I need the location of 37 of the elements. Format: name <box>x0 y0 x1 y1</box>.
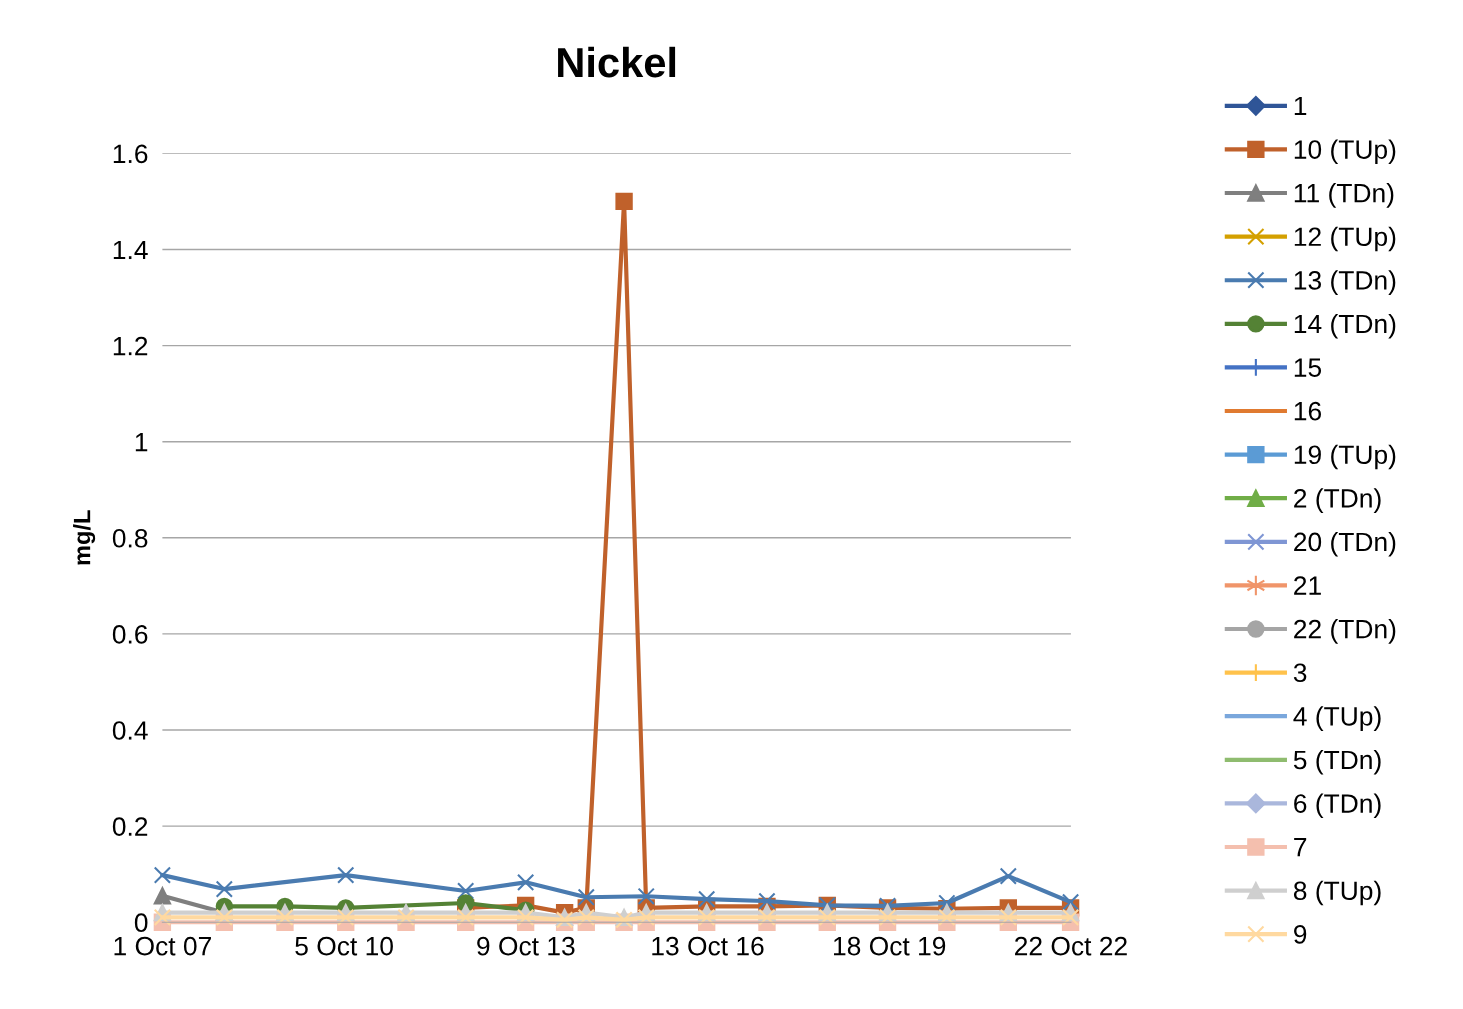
legend-label: 9 <box>1294 925 1307 944</box>
y-tick-label: 1 <box>135 433 148 452</box>
y-tick-label: 0.8 <box>112 528 148 548</box>
y-tick-label: 1.2 <box>113 336 148 356</box>
legend-label: 6 (TDn) <box>1294 793 1381 819</box>
y-tick-label: 0 <box>134 913 148 933</box>
x-tick-label: 1 Oct 07 <box>114 936 211 956</box>
legend-label: 10 (TUp) <box>1294 139 1396 165</box>
legend-label: 12 (TUp) <box>1294 226 1396 252</box>
legend-label: 4 (TUp) <box>1293 706 1381 731</box>
legend-label: 5 (TDn) <box>1293 749 1381 775</box>
legend-label: 20 (TDn) <box>1294 531 1396 557</box>
legend-label: 22 (TDn) <box>1294 619 1396 644</box>
y-tick-label: 1.6 <box>113 144 148 164</box>
y-tick-label: 0.6 <box>112 625 148 644</box>
legend-label: 19 (TUp) <box>1294 444 1396 470</box>
legend-label: 8 (TUp) <box>1293 880 1381 906</box>
legend-label: 7 <box>1294 838 1307 857</box>
legend-label: 13 (TDn) <box>1294 270 1396 295</box>
chart-title: Nickel <box>558 46 676 78</box>
y-axis-title: mg/L <box>73 510 96 565</box>
y-tick-label: 0.4 <box>112 721 148 740</box>
legend-label: 2 (TDn) <box>1294 488 1381 513</box>
legend-label: 21 <box>1294 576 1321 595</box>
legend-label: 16 <box>1294 401 1321 421</box>
x-tick-label: 22 Oct 22 <box>1015 936 1127 956</box>
legend-label: 1 <box>1294 96 1307 116</box>
x-tick-label: 13 Oct 16 <box>652 936 764 956</box>
legend-label: 14 (TDn) <box>1294 313 1396 339</box>
x-tick-label: 18 Oct 19 <box>834 936 946 956</box>
y-tick-label: 0.2 <box>112 817 148 836</box>
legend-label: 15 <box>1294 358 1322 377</box>
y-tick-label: 1.4 <box>113 240 148 260</box>
x-tick-label: 5 Oct 10 <box>295 936 393 956</box>
legend-label: 11 (TDn) <box>1294 183 1394 208</box>
legend-label: 3 <box>1293 663 1307 683</box>
x-tick-label: 9 Oct 13 <box>477 936 575 956</box>
